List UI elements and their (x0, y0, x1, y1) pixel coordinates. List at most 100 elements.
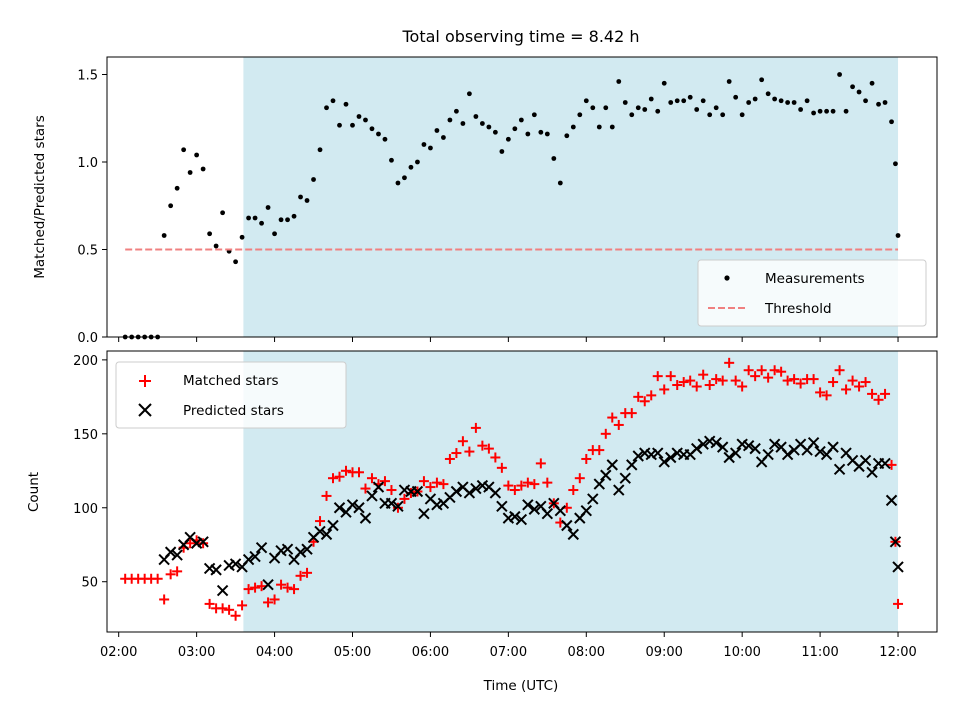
data-point (854, 381, 865, 392)
data-point (860, 377, 871, 388)
data-point (528, 503, 541, 515)
data-point (328, 473, 339, 484)
data-point (200, 166, 206, 172)
data-point (583, 98, 589, 104)
data-point (496, 462, 507, 473)
data-point (672, 380, 683, 391)
x-tick-label: 08:00 (568, 645, 605, 660)
data-point (259, 220, 264, 226)
data-point (889, 536, 902, 548)
data-point (304, 198, 310, 203)
top-panel: Total observing time = 8.42 h 0.0 0.5 1.0 1… (32, 27, 938, 346)
data-point (334, 471, 345, 482)
data-point (895, 233, 901, 238)
observing-span (243, 351, 899, 632)
data-point (411, 485, 424, 498)
data-point (161, 233, 167, 238)
data-point (619, 472, 631, 484)
data-point (841, 384, 852, 395)
data-point (431, 477, 442, 488)
top-legend-box (697, 259, 927, 327)
data-point (587, 493, 599, 505)
data-point (685, 375, 696, 386)
data-point (626, 408, 637, 419)
y-tick-label: 150 (73, 428, 98, 443)
data-point (450, 485, 463, 498)
data-point (633, 391, 644, 402)
top-legend: Measurements Threshold (697, 259, 927, 327)
data-point (434, 128, 440, 133)
data-point (428, 145, 433, 151)
data-point (652, 371, 663, 382)
data-point (752, 96, 758, 102)
data-point (418, 507, 430, 520)
data-point (538, 129, 544, 135)
data-point (859, 454, 872, 467)
data-point (698, 369, 709, 380)
data-point (730, 375, 741, 386)
y-tick-label: 1.5 (77, 69, 98, 84)
data-point (726, 79, 732, 84)
data-point (516, 480, 527, 491)
data-point (893, 161, 898, 167)
data-point (479, 121, 485, 126)
data-point (515, 513, 528, 526)
data-point (707, 112, 713, 118)
data-point (713, 105, 719, 111)
x-tick-label: 05:00 (334, 645, 371, 660)
data-point (577, 112, 583, 118)
data-point (893, 598, 904, 609)
data-point (879, 457, 891, 470)
data-point (737, 381, 748, 392)
data-point (594, 445, 605, 456)
data-point (522, 499, 534, 511)
data-point (716, 441, 729, 453)
data-point (700, 98, 706, 104)
data-point (477, 440, 488, 451)
data-point (350, 122, 355, 128)
data-point (289, 584, 300, 595)
x-tick-label: 04:00 (256, 645, 293, 660)
data-point (827, 441, 839, 453)
data-point (294, 546, 307, 558)
data-point (239, 234, 245, 240)
x-tick-label: 06:00 (412, 645, 449, 660)
data-point (272, 231, 277, 237)
data-point (885, 494, 898, 507)
data-point (250, 582, 261, 593)
legend-measurements-label: Measurements (765, 271, 865, 287)
data-point (470, 482, 482, 495)
data-point (723, 451, 735, 464)
data-point (174, 185, 180, 191)
data-point (690, 442, 703, 455)
data-point (665, 371, 676, 382)
data-point (704, 380, 715, 391)
data-point (697, 438, 709, 450)
x-axis-label: Time (UTC) (483, 678, 559, 694)
data-point (489, 487, 502, 499)
data-point (204, 598, 215, 609)
data-point (814, 445, 826, 458)
data-point (159, 594, 170, 605)
top-y-axis-label: Matched/Predicted stars (32, 115, 48, 278)
data-point (551, 156, 557, 161)
data-point (866, 466, 878, 478)
data-point (164, 546, 177, 558)
y-tick-label: 100 (73, 502, 98, 517)
data-point (353, 502, 365, 514)
data-point (382, 136, 388, 142)
data-point (795, 378, 806, 389)
data-point (224, 604, 235, 615)
data-point (385, 497, 398, 510)
data-point (185, 538, 196, 549)
data-point (821, 390, 832, 401)
data-point (590, 105, 596, 111)
data-point (172, 566, 183, 577)
data-point (798, 107, 804, 112)
data-point (213, 243, 219, 249)
data-point (315, 516, 326, 527)
data-point (255, 541, 268, 554)
data-point (687, 94, 693, 100)
data-point (607, 412, 618, 423)
data-point (739, 112, 745, 118)
